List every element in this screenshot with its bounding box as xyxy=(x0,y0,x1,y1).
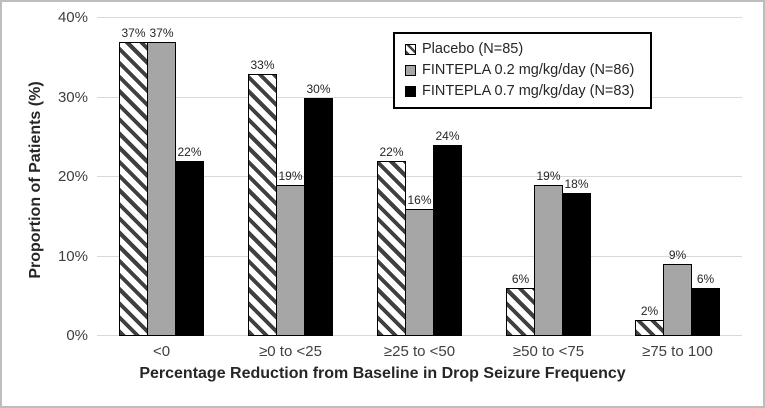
bar-value-label: 37% xyxy=(121,25,146,40)
y-tick-label: 0% xyxy=(66,327,88,344)
gridline xyxy=(97,176,742,177)
legend-item: Placebo (N=85) xyxy=(405,39,634,60)
bar-value-label: 30% xyxy=(306,81,331,96)
bar-value-label: 24% xyxy=(435,129,460,144)
bar-value-label: 2% xyxy=(640,304,659,319)
x-tick-label: <0 xyxy=(152,343,171,360)
x-tick-label: ≥25 to <50 xyxy=(383,343,456,360)
bar-series2-cat1: 30% xyxy=(304,82,333,336)
bar-value-label: 19% xyxy=(536,168,561,183)
bar-series1-cat4: 9% xyxy=(663,248,692,336)
y-tick-label: 20% xyxy=(57,168,88,185)
bar-series1-cat0: 37% xyxy=(147,26,176,336)
legend-label: FINTEPLA 0.2 mg/kg/day (N=86) xyxy=(422,62,635,78)
bar-value-label: 22% xyxy=(379,145,404,160)
x-axis-ticks: <0 ≥0 to <25 ≥25 to <50 ≥50 to <75 ≥75 to 10… xyxy=(97,343,742,360)
bar-series2-cat0: 22% xyxy=(175,145,204,336)
bar-series2-cat4: 6% xyxy=(691,272,720,336)
bar-value-label: 18% xyxy=(564,176,589,191)
bar-series0-cat2: 22% xyxy=(377,145,406,336)
bar-groups: 37% 37% 22% 33% 19% 30% 22% 16% 24% 6% 19% 18% 2% 9% 6… xyxy=(97,18,742,336)
bar-value-label: 6% xyxy=(511,272,530,287)
category-group: 6% 19% 18% xyxy=(484,18,613,336)
bar-value-label: 19% xyxy=(278,168,303,183)
plot-area: 37% 37% 22% 33% 19% 30% 22% 16% 24% 6% 19% 18% 2% 9% 6… xyxy=(97,17,742,336)
bar-value-label: 33% xyxy=(250,57,275,72)
legend: Placebo (N=85) FINTEPLA 0.2 mg/kg/day (N=… xyxy=(393,32,653,109)
x-tick-label: ≥50 to <75 xyxy=(512,343,585,360)
x-tick-label: ≥0 to <25 xyxy=(259,343,322,360)
legend-swatch-icon xyxy=(405,65,416,76)
bar-value-label: 16% xyxy=(407,192,432,207)
y-axis-ticks: 0% 10% 20% 30% 40% xyxy=(2,9,88,344)
bar-series0-cat0: 37% xyxy=(119,26,148,336)
legend-item: FINTEPLA 0.2 mg/kg/day (N=86) xyxy=(405,60,634,81)
category-group: 2% 9% 6% xyxy=(613,18,742,336)
bar-series1-cat1: 19% xyxy=(276,169,305,336)
bar-value-label: 37% xyxy=(149,25,174,40)
legend-label: Placebo (N=85) xyxy=(422,41,524,57)
category-group: 22% 16% 24% xyxy=(355,18,484,336)
legend-swatch-icon xyxy=(405,86,416,97)
legend-label: FINTEPLA 0.7 mg/kg/day (N=83) xyxy=(422,83,635,99)
bar-series2-cat2: 24% xyxy=(433,129,462,336)
bar-value-label: 9% xyxy=(668,248,687,263)
x-axis-title: Percentage Reduction from Baseline in Dr… xyxy=(139,365,626,382)
category-group: 37% 37% 22% xyxy=(97,18,226,336)
bar-series0-cat3: 6% xyxy=(506,272,535,336)
legend-item: FINTEPLA 0.7 mg/kg/day (N=83) xyxy=(405,81,634,102)
legend-swatch-icon xyxy=(405,44,416,55)
x-tick-label: ≥75 to 100 xyxy=(642,343,713,360)
bar-series0-cat4: 2% xyxy=(635,304,664,336)
bar-series1-cat2: 16% xyxy=(405,193,434,336)
bar-value-label: 6% xyxy=(696,272,715,287)
bar-series2-cat3: 18% xyxy=(562,177,591,336)
y-tick-label: 10% xyxy=(57,247,88,265)
bar-series1-cat3: 19% xyxy=(534,169,563,336)
y-tick-label: 30% xyxy=(57,88,88,106)
bar-series0-cat1: 33% xyxy=(248,58,277,336)
category-group: 33% 19% 30% xyxy=(226,18,355,336)
y-tick-label: 40% xyxy=(57,9,88,26)
bar-value-label: 22% xyxy=(177,145,202,160)
gridline xyxy=(97,17,742,18)
